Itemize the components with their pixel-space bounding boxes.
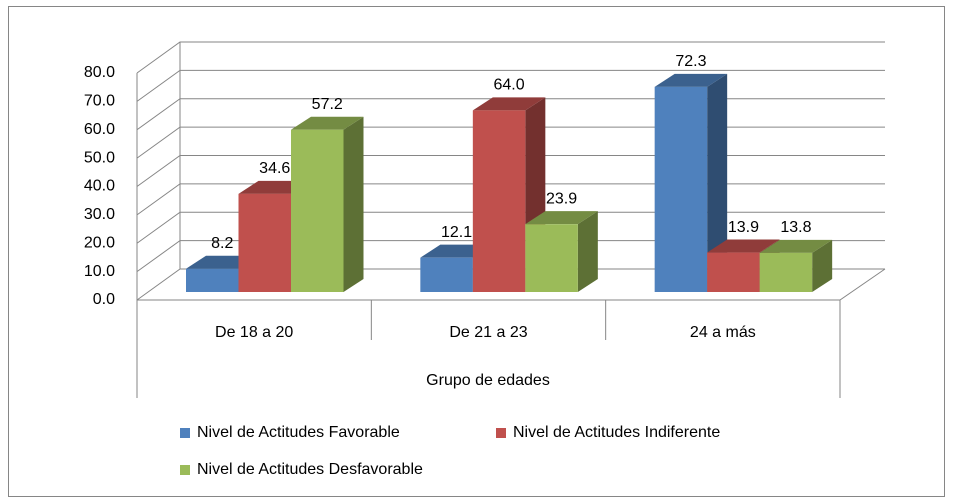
bar: [759, 252, 813, 292]
bar-side: [343, 116, 364, 292]
data-label: 13.9: [728, 219, 759, 236]
x-tick-label: 24 a más: [690, 324, 756, 341]
legend-swatch: [496, 428, 506, 438]
bar: [238, 193, 291, 292]
legend-swatch: [180, 465, 190, 475]
bar-top: [291, 116, 364, 130]
bar-top: [525, 211, 598, 225]
bar: [472, 110, 526, 293]
bar: [654, 86, 708, 292]
data-label: 72.3: [675, 53, 706, 70]
y-tick-label: 60.0: [84, 121, 115, 138]
bar: [420, 257, 473, 292]
y-tick-label: 10.0: [84, 263, 115, 280]
bar-top: [707, 239, 780, 253]
bar: [291, 129, 344, 292]
y-tick-label: 80.0: [84, 64, 115, 81]
bar-side: [812, 239, 833, 292]
data-label: 34.6: [259, 160, 290, 177]
data-label: 13.8: [780, 219, 811, 236]
y-tick-label: 70.0: [84, 93, 115, 110]
bar: [186, 268, 239, 292]
x-tick-label: De 21 a 23: [449, 324, 527, 341]
x-axis-title: Grupo de edades: [426, 372, 550, 389]
bar: [525, 224, 578, 292]
data-label: 8.2: [211, 235, 233, 252]
data-label: 23.9: [546, 190, 577, 207]
legend-label: Nivel de Actitudes Indiferente: [513, 424, 720, 441]
bar-top: [759, 239, 833, 253]
legend-label: Nivel de Actitudes Favorable: [197, 424, 400, 441]
data-label: 64.0: [494, 77, 525, 94]
x-tick-label: De 18 a 20: [215, 324, 293, 341]
data-label: 57.2: [312, 96, 343, 113]
y-tick-label: 50.0: [84, 149, 115, 166]
y-tick-label: 30.0: [84, 206, 115, 223]
data-label: 12.1: [441, 224, 472, 241]
y-tick-label: 0.0: [93, 291, 115, 308]
bar-side: [707, 73, 728, 292]
legend-label: Nivel de Actitudes Desfavorable: [197, 461, 423, 478]
bar-side: [577, 211, 598, 292]
bar-top: [472, 97, 546, 111]
bar: [707, 252, 760, 292]
y-tick-label: 20.0: [84, 234, 115, 251]
bar-top: [654, 73, 728, 87]
legend-swatch: [180, 428, 190, 438]
y-tick-label: 40.0: [84, 178, 115, 195]
